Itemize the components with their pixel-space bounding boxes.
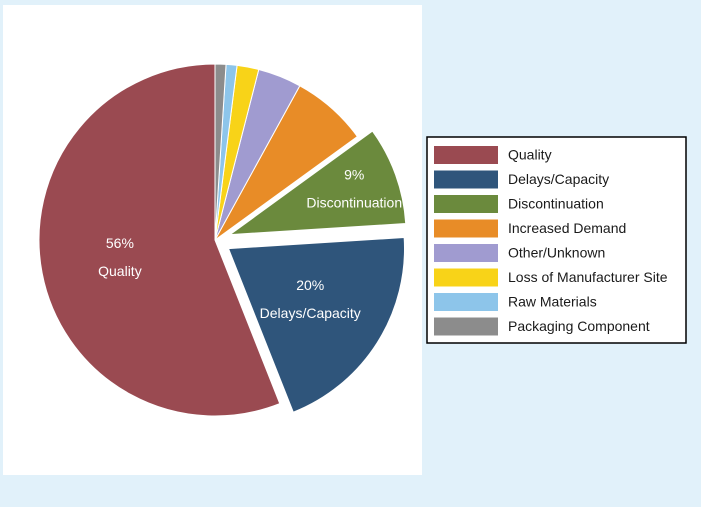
- pie-slice: [214, 63, 227, 241]
- legend-label: Discontinuation: [508, 196, 604, 212]
- legend-label: Quality: [508, 147, 552, 163]
- pie-slice: [228, 130, 407, 236]
- slice-percent: 56%: [106, 235, 134, 251]
- pie-slice: [227, 236, 406, 413]
- legend-label: Delays/Capacity: [508, 171, 609, 187]
- legend-label: Increased Demand: [508, 220, 626, 236]
- legend-swatch: [434, 146, 498, 164]
- slice-percent: 20%: [296, 277, 324, 293]
- legend-swatch: [434, 195, 498, 213]
- legend-swatch: [434, 268, 498, 287]
- legend-label: Packaging Component: [508, 318, 650, 334]
- legend-swatch: [434, 244, 498, 262]
- pie-slice: [38, 63, 281, 417]
- slice-label: Discontinuation: [306, 195, 402, 211]
- legend-label: Other/Unknown: [508, 245, 605, 261]
- slice-label: Quality: [98, 263, 142, 279]
- legend-swatch: [434, 170, 498, 189]
- slice-label: Delays/Capacity: [260, 305, 361, 321]
- legend-swatch: [434, 317, 498, 336]
- legend-label: Raw Materials: [508, 294, 597, 310]
- slice-percent: 9%: [344, 167, 364, 183]
- legend-swatch: [434, 219, 498, 238]
- legend-box: [426, 136, 687, 344]
- legend-label: Loss of Manufacturer Site: [508, 269, 668, 285]
- legend-swatch: [434, 293, 498, 311]
